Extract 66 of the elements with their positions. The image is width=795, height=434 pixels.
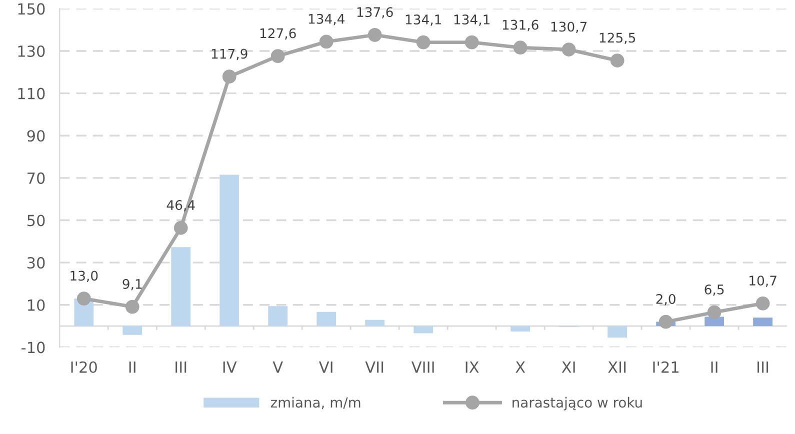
point [270,49,285,64]
x-tick-label: X [516,362,526,373]
data-label: 125,5 [600,32,636,44]
point [125,300,140,314]
x-tick-label: III [176,362,186,373]
data-label: 10,7 [750,276,776,287]
x-tick-label: VIII [411,362,434,373]
y-tick-label: 10 [28,299,45,311]
data-label: 46,4 [166,200,195,212]
legend-label: narastająco w roku [512,396,642,410]
y-tick-label: 110 [18,88,45,100]
data-label: 6,5 [704,284,724,296]
x-tick-label: VII [365,362,384,373]
point [174,220,188,235]
y-tick-label: 50 [27,214,45,226]
data-label: 134,1 [406,14,442,26]
y-tick-label: 150 [18,3,45,15]
data-label: 131,6 [502,20,538,32]
point [562,42,576,56]
bar [122,326,142,335]
data-label: 127,6 [260,28,296,40]
data-label: 130,7 [551,22,587,34]
x-tick-label: I'21 [653,361,678,373]
x-tick-label: II [711,362,718,373]
bar [365,320,385,326]
point [368,28,382,42]
data-label: 2,0 [656,294,676,306]
bar [220,174,240,326]
bar [510,326,530,332]
x-tick-label: IX [466,362,479,373]
point [222,70,236,84]
bar [316,312,336,326]
y-tick-label: 130 [18,45,45,58]
data-label: 137,6 [357,7,393,18]
y-tick-label: 90 [27,130,45,142]
bar [414,326,434,334]
x-tick-label: III [758,362,768,373]
x-tick-label: II [129,362,136,373]
x-tick-label: V [272,362,283,373]
x-tick-label: I'20 [71,361,97,373]
y-tick-label: 30 [27,257,45,269]
legend-label: zmiana, m/m [270,396,360,410]
bar [753,318,772,326]
point [319,34,334,49]
point [513,40,528,55]
point [416,35,430,50]
point [658,314,673,329]
point [464,35,479,50]
y-tick-label: -10 [22,342,45,354]
x-tick-label: IV [223,362,237,373]
point [707,305,722,320]
data-label: 134,1 [454,14,490,26]
bar [608,326,628,338]
data-label: 117,9 [212,48,248,60]
data-label: 9,1 [122,278,142,290]
y-tick-label: 70 [28,172,45,184]
point [76,292,91,306]
x-tick-label: XI [562,362,575,373]
data-label: 13,0 [70,270,98,282]
bar [171,247,191,326]
bar [268,306,288,326]
x-tick-label: VI [318,362,332,373]
point [756,296,770,310]
data-label: 134,4 [308,14,344,26]
x-tick-label: XII [608,362,626,373]
point [610,54,624,68]
